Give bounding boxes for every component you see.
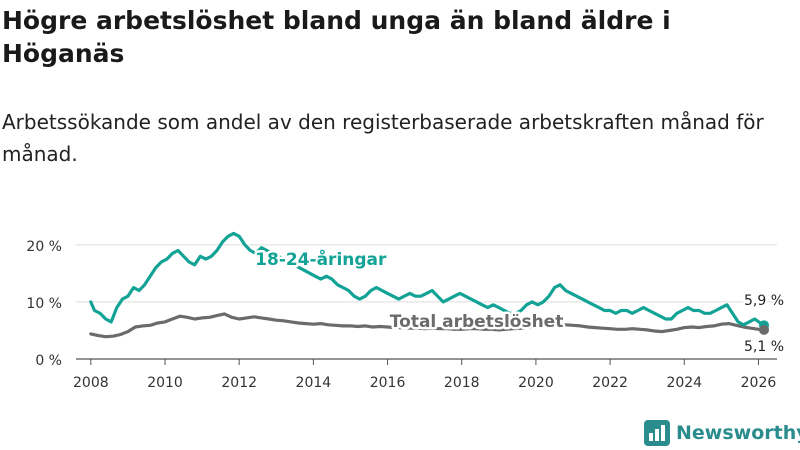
brand-logo: Newsworthy: [644, 418, 800, 448]
series-line-youth: [89, 231, 766, 327]
x-tick-label: 2026: [741, 375, 777, 391]
y-tick-label: 10 %: [26, 296, 62, 312]
x-tick-label: 2014: [296, 375, 332, 391]
x-tick-label: 2016: [370, 375, 406, 391]
series-label-youth: 18-24-åringar: [255, 248, 387, 270]
x-tick-label: 2010: [147, 375, 183, 391]
end-label-youth: 5,9 %: [744, 293, 784, 309]
y-tick-label: 20 %: [26, 239, 62, 255]
series-lines: [89, 231, 766, 339]
bar-chart-logo-icon: [644, 420, 670, 446]
y-tick-label: 0 %: [35, 353, 62, 369]
series-label-total: Total arbetslöshet: [390, 312, 564, 332]
x-tick-label: 2024: [666, 375, 702, 391]
x-tick-label: 2020: [518, 375, 554, 391]
x-tick-label: 2018: [444, 375, 480, 391]
x-tick-label: 2022: [592, 375, 628, 391]
annotations: 18-24-åringar Total arbetslöshet 5,9 % 5,1 …: [253, 246, 786, 358]
grid-lines: [76, 244, 777, 303]
chart-title: Högre arbetslöshet bland unga än bland ä…: [2, 6, 671, 68]
chart-subtitle: Arbetssökande som andel av den registerb…: [2, 110, 764, 166]
end-marker-total: [759, 324, 770, 335]
x-tick-label: 2012: [221, 375, 257, 391]
end-label-total: 5,1 %: [744, 339, 784, 355]
axes: 0 % 10 % 20 % 2008 2010 2012 2014 2016 2018 2020 2…: [26, 239, 777, 391]
series-line-total: [89, 312, 766, 339]
x-tick-label: 2008: [73, 375, 109, 391]
brand-name: Newsworthy: [676, 422, 800, 444]
